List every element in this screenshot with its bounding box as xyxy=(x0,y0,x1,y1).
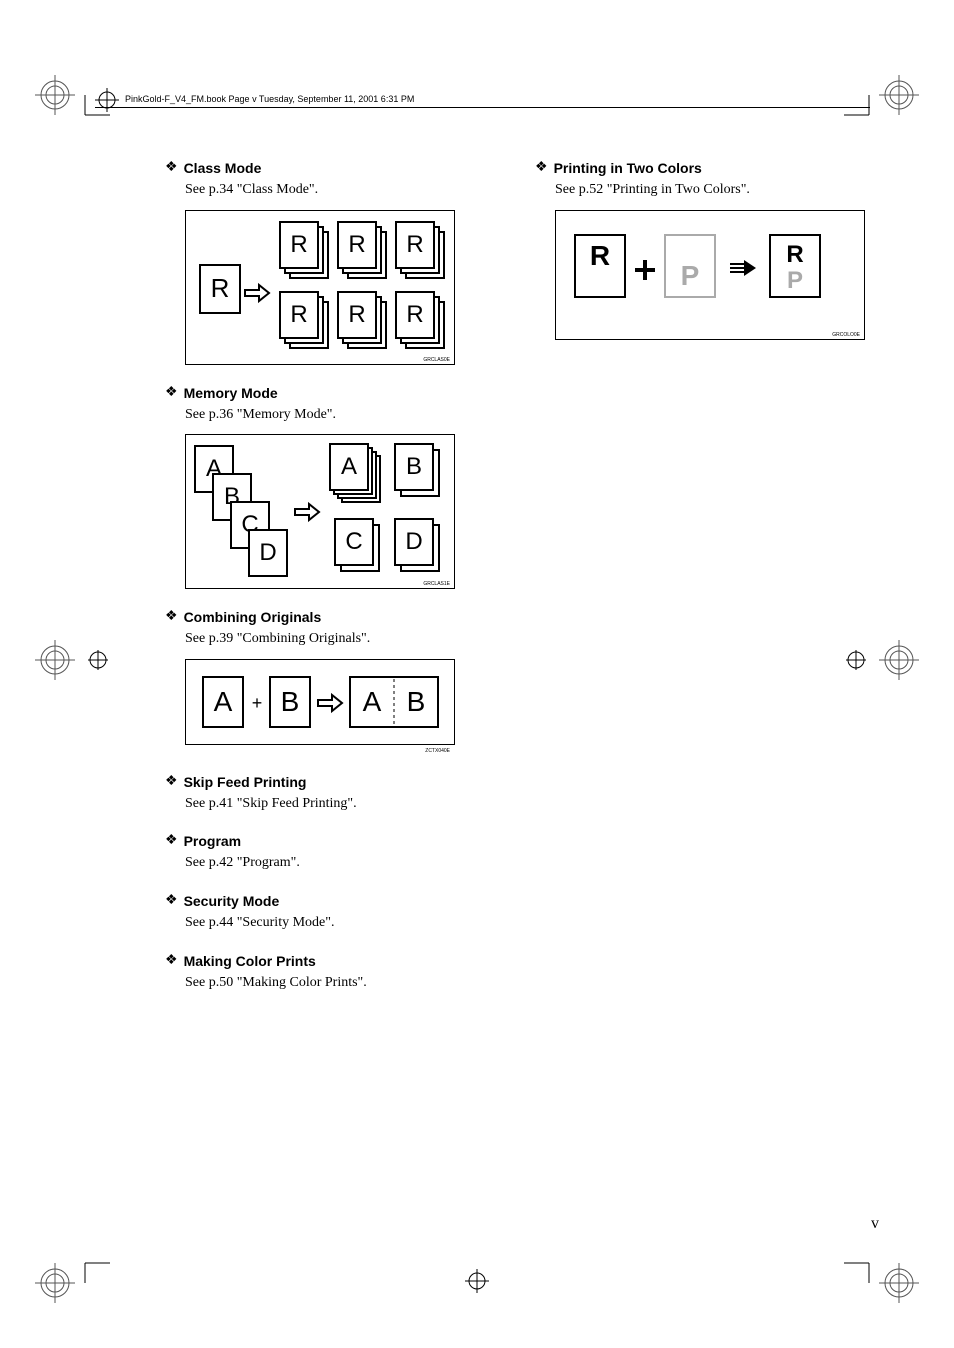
body-memory-mode: See p.36 "Memory Mode". xyxy=(185,405,495,425)
header-reg-icon xyxy=(95,88,119,112)
title-making-color: Making Color Prints xyxy=(184,953,316,969)
svg-text:R: R xyxy=(348,301,365,328)
svg-text:R: R xyxy=(406,301,423,328)
title-security: Security Mode xyxy=(184,893,280,909)
diamond-icon: ❖ xyxy=(165,954,178,968)
svg-text:R: R xyxy=(211,273,230,303)
section-skip-feed: ❖ Skip Feed Printing See p.41 "Skip Feed… xyxy=(165,774,495,814)
title-skip-feed: Skip Feed Printing xyxy=(184,774,307,790)
body-class-mode: See p.34 "Class Mode". xyxy=(185,180,495,200)
crop-mark-bl xyxy=(30,1258,110,1308)
diamond-icon: ❖ xyxy=(165,894,178,908)
svg-text:C: C xyxy=(345,528,362,555)
section-making-color: ❖ Making Color Prints See p.50 "Making C… xyxy=(165,953,495,993)
section-security: ❖ Security Mode See p.44 "Security Mode"… xyxy=(165,893,495,933)
svg-text:R: R xyxy=(406,231,423,258)
figure-memory-mode: A B C D xyxy=(185,434,495,589)
body-combining: See p.39 "Combining Originals". xyxy=(185,629,495,649)
section-memory-mode: ❖ Memory Mode See p.36 "Memory Mode". A … xyxy=(165,385,495,590)
svg-text:B: B xyxy=(407,686,426,717)
svg-text:R: R xyxy=(290,301,307,328)
figure-combining: A + B A B ZCTX040E xyxy=(185,659,495,754)
body-security: See p.44 "Security Mode". xyxy=(185,913,495,933)
svg-text:R: R xyxy=(348,231,365,258)
svg-text:GRCLAS0E: GRCLAS0E xyxy=(423,357,450,363)
svg-text:ZCTX040E: ZCTX040E xyxy=(425,748,450,754)
svg-text:A: A xyxy=(214,686,233,717)
diamond-icon: ❖ xyxy=(165,386,178,400)
header-rule xyxy=(95,107,870,108)
svg-text:B: B xyxy=(406,453,422,480)
page-number: v xyxy=(871,1215,879,1233)
crop-mark-ml xyxy=(30,635,110,685)
svg-text:R: R xyxy=(590,240,610,271)
svg-text:D: D xyxy=(405,528,422,555)
title-program: Program xyxy=(184,833,242,849)
diamond-icon: ❖ xyxy=(165,610,178,624)
section-class-mode: ❖ Class Mode See p.34 "Class Mode". R xyxy=(165,160,495,365)
svg-text:A: A xyxy=(341,453,357,480)
svg-text:B: B xyxy=(281,686,300,717)
section-program: ❖ Program See p.42 "Program". xyxy=(165,833,495,873)
diamond-icon: ❖ xyxy=(165,775,178,789)
diamond-icon: ❖ xyxy=(165,161,178,175)
section-two-colors: ❖ Printing in Two Colors See p.52 "Print… xyxy=(535,160,865,340)
svg-text:GRCOLO0E: GRCOLO0E xyxy=(832,332,860,338)
content-area: ❖ Class Mode See p.34 "Class Mode". R xyxy=(165,160,865,1012)
svg-text:R: R xyxy=(786,241,803,268)
figure-class-mode: R R xyxy=(185,210,495,365)
body-two-colors: See p.52 "Printing in Two Colors". xyxy=(555,180,865,200)
svg-text:P: P xyxy=(681,260,700,291)
body-making-color: See p.50 "Making Color Prints". xyxy=(185,973,495,993)
title-memory-mode: Memory Mode xyxy=(184,385,278,401)
crop-mark-tr xyxy=(844,70,924,120)
svg-text:GRCLAS1E: GRCLAS1E xyxy=(423,581,450,587)
diamond-icon: ❖ xyxy=(535,161,548,175)
figure-two-colors: R P xyxy=(555,210,865,340)
svg-text:D: D xyxy=(259,539,276,566)
svg-text:P: P xyxy=(787,267,803,294)
crop-mark-bc xyxy=(465,1269,489,1293)
body-skip-feed: See p.41 "Skip Feed Printing". xyxy=(185,794,495,814)
svg-text:R: R xyxy=(290,231,307,258)
title-two-colors: Printing in Two Colors xyxy=(554,160,702,176)
svg-text:A: A xyxy=(363,686,382,717)
right-column: ❖ Printing in Two Colors See p.52 "Print… xyxy=(535,160,865,1012)
left-column: ❖ Class Mode See p.34 "Class Mode". R xyxy=(165,160,495,1012)
body-program: See p.42 "Program". xyxy=(185,853,495,873)
title-class-mode: Class Mode xyxy=(184,160,262,176)
title-combining: Combining Originals xyxy=(184,609,322,625)
section-combining: ❖ Combining Originals See p.39 "Combinin… xyxy=(165,609,495,754)
header-text: PinkGold-F_V4_FM.book Page v Tuesday, Se… xyxy=(125,94,414,104)
svg-text:+: + xyxy=(252,693,263,713)
crop-mark-br xyxy=(844,1258,924,1308)
diamond-icon: ❖ xyxy=(165,834,178,848)
